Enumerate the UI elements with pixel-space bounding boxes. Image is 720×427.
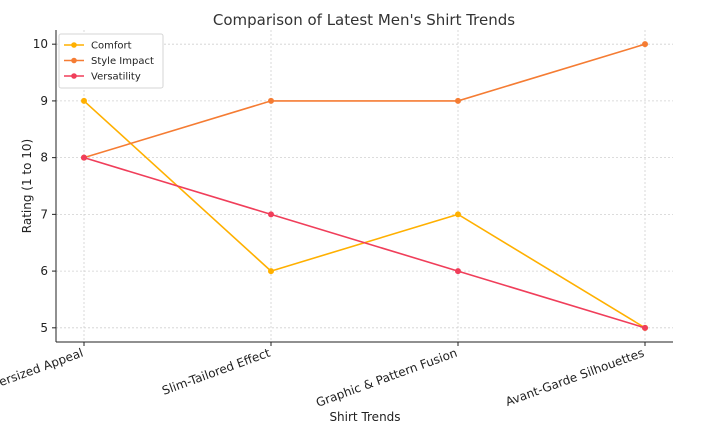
x-tick-label: Slim-Tailored Effect xyxy=(160,346,272,398)
x-tick-label: Oversized Appeal xyxy=(0,346,85,395)
x-axis-label: Shirt Trends xyxy=(329,410,400,424)
data-point-style-impact xyxy=(455,97,461,104)
legend-swatch-marker xyxy=(71,42,77,48)
legend-label: Style Impact xyxy=(91,56,154,67)
legend-swatch-marker xyxy=(71,57,77,64)
series-versatility xyxy=(81,154,648,331)
data-point-style-impact xyxy=(268,97,274,104)
axes xyxy=(52,30,673,346)
y-tick-labels: 5 6 7 8 9 10 xyxy=(33,37,48,335)
legend-box xyxy=(58,33,164,89)
data-point-versatility xyxy=(642,324,648,331)
series-style-impact xyxy=(81,41,648,161)
y-tick-label: 6 xyxy=(40,264,48,278)
legend: Comfort Style Impact Versatility xyxy=(58,33,164,89)
y-axis-label: Rating (1 to 10) xyxy=(20,139,34,233)
data-point-comfort xyxy=(81,97,87,104)
chart-title: Comparison of Latest Men's Shirt Trends xyxy=(213,11,515,29)
y-tick-label: 9 xyxy=(40,94,48,108)
data-point-versatility xyxy=(455,268,461,275)
data-point-comfort xyxy=(455,211,461,218)
series-lines xyxy=(81,41,648,331)
y-tick-label: 5 xyxy=(40,321,48,335)
x-tick-label: Graphic & Pattern Fusion xyxy=(314,346,459,410)
y-tick-label: 10 xyxy=(33,37,48,51)
y-tick-label: 8 xyxy=(40,151,48,165)
data-point-versatility xyxy=(268,211,274,218)
legend-label: Comfort xyxy=(91,41,132,52)
data-point-versatility xyxy=(81,154,87,161)
y-tick-label: 7 xyxy=(40,207,48,221)
x-tick-labels: Oversized Appeal Slim-Tailored Effect Grap… xyxy=(0,346,646,410)
data-point-comfort xyxy=(268,268,274,275)
data-point-style-impact xyxy=(642,41,648,48)
series-line-style-impact xyxy=(83,43,646,159)
series-line-versatility xyxy=(83,156,646,329)
legend-swatch-marker xyxy=(71,73,77,79)
x-tick-label: Avant-Garde Silhouettes xyxy=(504,346,646,409)
legend-label: Versatility xyxy=(91,72,141,83)
